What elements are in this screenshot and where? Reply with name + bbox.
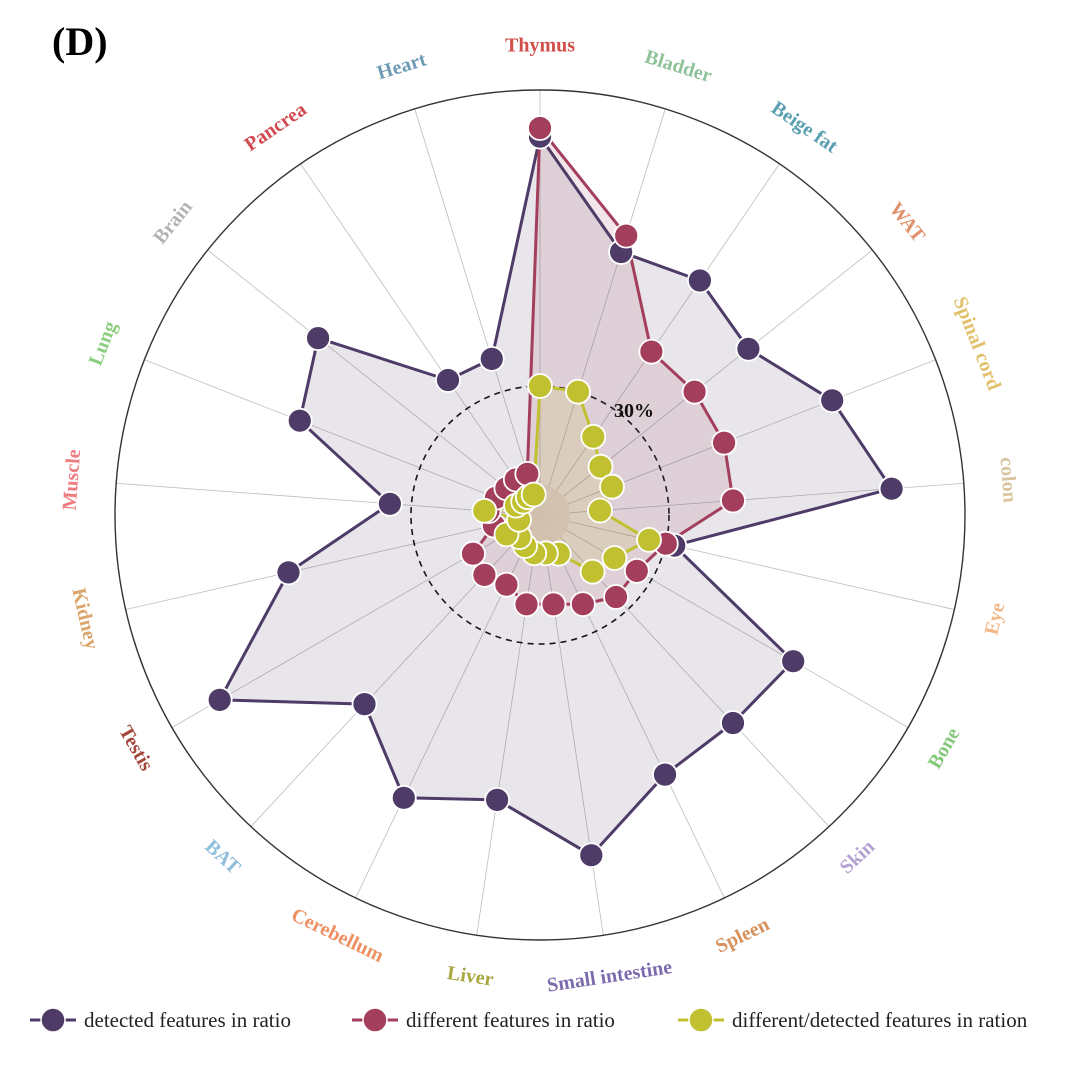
legend-item-different: different features in ratio [350,996,615,1044]
outer-ring [114,89,966,941]
axis-label-cerebellum: Cerebellum [288,904,388,967]
panel-label: (D) [52,19,108,64]
point-0-skin [720,710,746,736]
point-2-beige-fat [580,423,607,450]
axis-label-thymus: Thymus [505,35,575,57]
point-2-eye [636,527,662,553]
axis-label-spinal-cord: Spinal cord [949,294,1005,394]
series-points [206,115,905,869]
point-1-spleen [570,591,596,617]
point-1-wat [681,378,708,405]
axis-label-heart: Heart [375,48,430,84]
legend-marker-detected [30,1007,76,1033]
point-2-thymus [527,373,553,399]
spoke-bladder [539,108,666,516]
point-0-spinal-cord [819,387,846,414]
point-1-bladder [613,222,640,249]
point-1-skin [603,584,629,610]
point-1-beige-fat [638,338,665,365]
point-0-small-intestine [578,842,605,869]
axis-label-kidney: Kidney [67,586,102,652]
legend-item-ratio: different/detected features in ration [676,996,1027,1044]
point-1-liver [513,591,540,618]
spoke-muscle [116,482,541,516]
point-0-pancrea [435,367,461,393]
point-0-beige-fat [687,267,713,294]
legend-label-different: different features in ratio [406,1007,615,1032]
spoke-heart [414,108,541,516]
series-line-0 [218,135,894,857]
point-0-bat [351,691,378,717]
point-1-spinal-cord [711,429,737,456]
point-0-bone [780,648,807,675]
point-0-wat [735,335,762,362]
legend: detected features in ratio different fea… [0,996,1080,1044]
point-1-cerebellum [493,571,520,598]
axis-label-skin: Skin [836,836,879,879]
legend-marker-different [352,1007,398,1033]
axis-label-muscle: Muscle [59,448,86,511]
spoke-lung [144,359,541,516]
point-2-spinal-cord [599,473,625,500]
point-0-muscle [376,490,403,517]
axis-label-liver: Liver [446,962,496,991]
axis-label-wat: WAT [885,198,930,247]
spoke-beige-fat [539,163,780,516]
legend-label-ratio: different/detected features in ration [732,1007,1028,1032]
point-0-colon [878,475,905,502]
point-2-bone [601,545,628,571]
axis-label-small-intestine: Small intestine [546,956,674,997]
spoke-pancrea [300,163,541,516]
axis-label-beige-fat: Beige fat [767,97,842,158]
spoke-liver [476,514,541,936]
point-2-colon [587,497,613,524]
axis-label-brain: Brain [149,196,197,248]
point-0-brain [305,325,332,352]
point-1-thymus [527,115,553,141]
spoke-kidney [125,514,541,610]
axis-label-bat: BAT [201,836,245,880]
series-fills [219,128,892,856]
axis-label-eye: Eye [981,601,1010,637]
point-1-bat [471,562,498,588]
point-2-muscle [471,497,498,524]
point-0-spleen [652,761,678,788]
point-0-kidney [275,559,302,586]
spoke-spleen [539,514,725,899]
axis-label-bone: Bone [924,724,965,773]
point-1-colon [720,487,746,514]
axis-label-pancrea: Pancrea [241,98,311,155]
legend-label-detected: detected features in ratio [84,1007,291,1032]
spoke-eye [539,514,955,610]
axis-label-colon: colon [995,456,1020,503]
point-2-skin [579,558,606,585]
point-1-bone [623,558,650,584]
point-1-testis [460,540,486,567]
point-0-heart [478,345,505,372]
point-0-lung [286,407,313,434]
point-2-bladder [565,378,591,405]
spoke-bone [539,514,909,728]
point-0-liver [484,787,511,813]
legend-marker-ratio [678,1007,724,1033]
point-0-testis [206,687,233,713]
axis-label-bladder: Bladder [642,46,714,87]
point-0-cerebellum [390,784,417,811]
axis-label-testis: Testis [114,722,157,775]
reference-ring-label: 30% [614,400,654,422]
point-1-small-intestine [540,591,567,618]
axis-label-lung: Lung [85,318,122,368]
point-2-wat [587,453,614,480]
axis-label-spleen: Spleen [712,913,773,957]
legend-item-detected: detected features in ratio [28,996,291,1044]
spoke-brain [207,249,541,516]
point-2-heart [520,481,547,508]
